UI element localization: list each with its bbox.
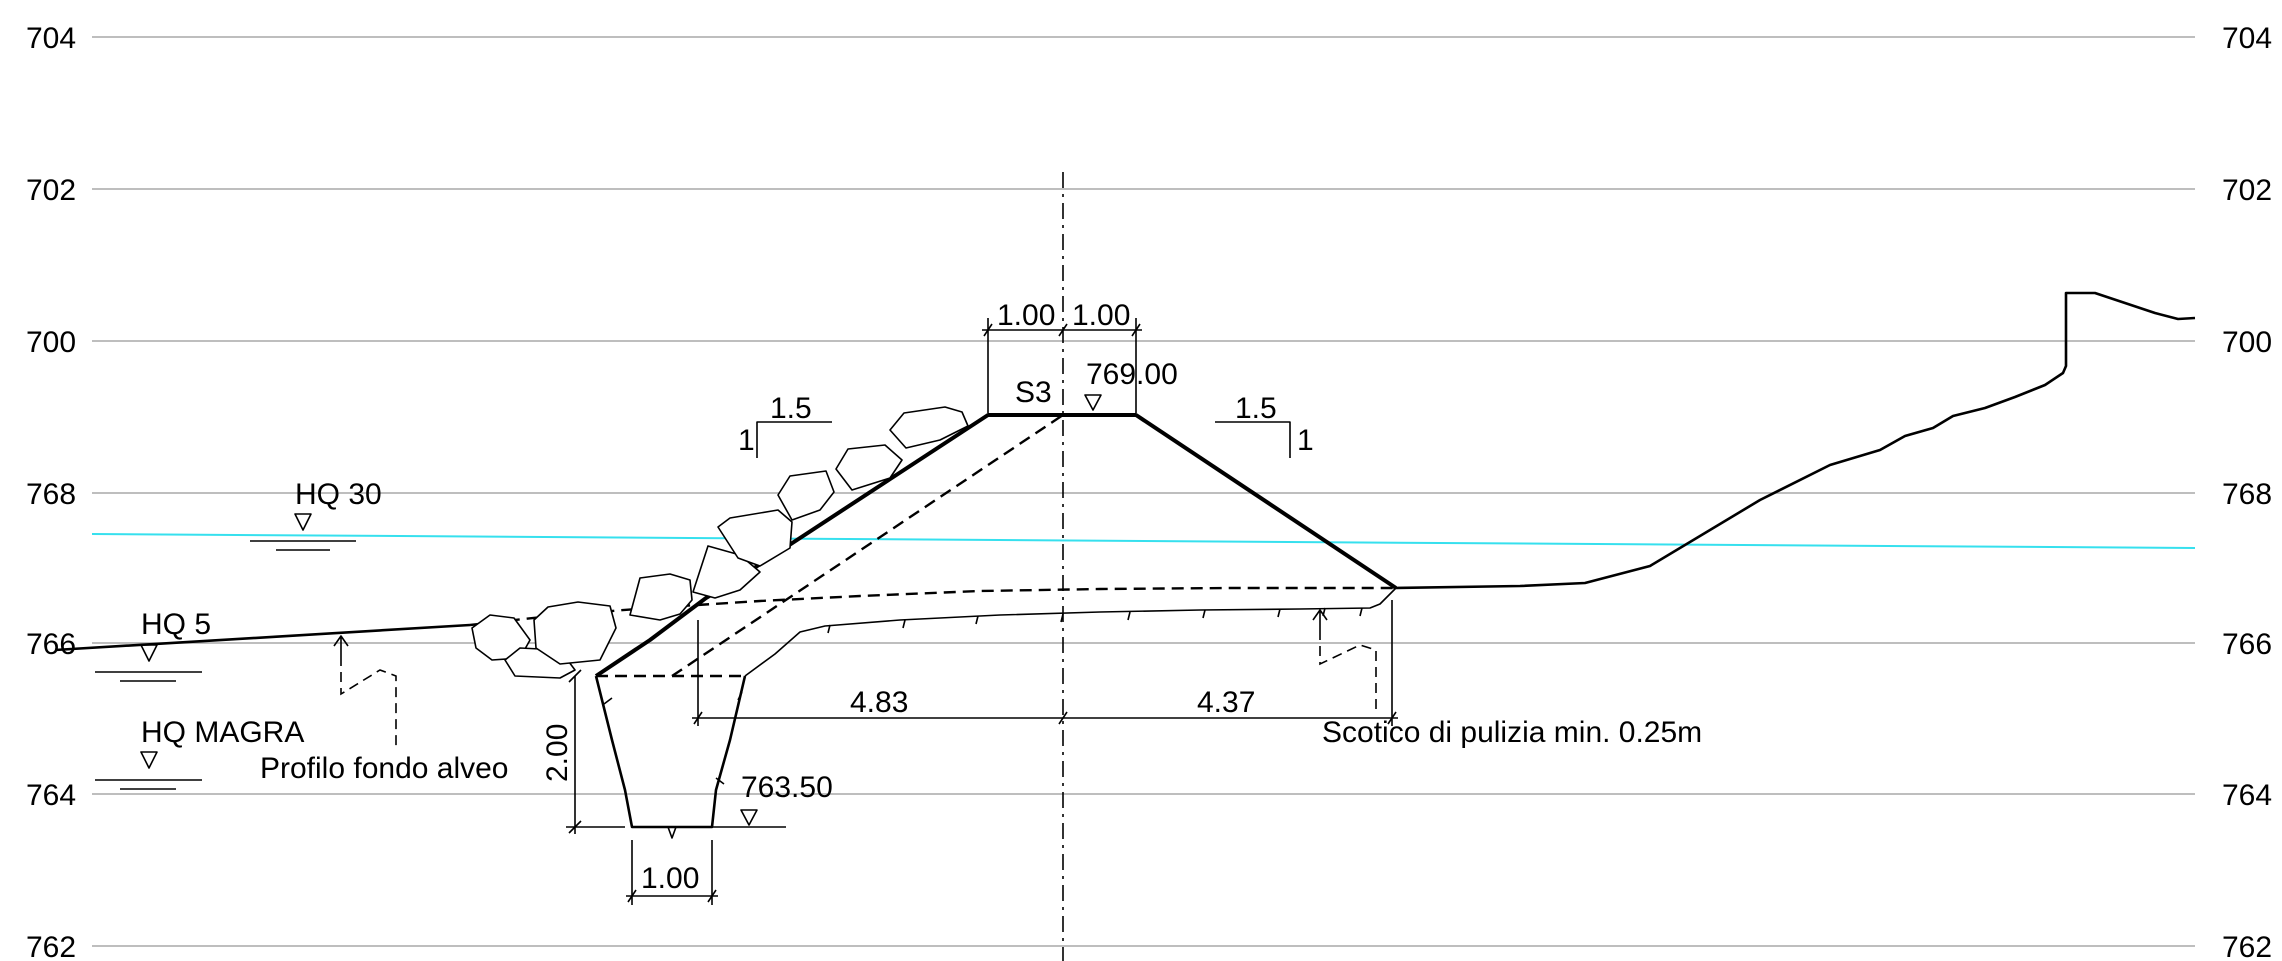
slope-ratio-left: 1.5 1 bbox=[738, 392, 832, 458]
stripping-base-line bbox=[744, 587, 1397, 677]
embankment-left-slope bbox=[594, 413, 990, 678]
base-width-dimension: 4.83 4.37 bbox=[692, 600, 1398, 726]
y-label-left: 700 bbox=[26, 326, 76, 359]
toe-trench-outline bbox=[594, 675, 747, 829]
trench-depth-label: 2.00 bbox=[541, 724, 574, 782]
leader-arrow-icon bbox=[1312, 609, 1328, 630]
y-label-right: 702 bbox=[2222, 174, 2272, 207]
y-label-left: 702 bbox=[26, 174, 76, 207]
crest-level-marker: S3 769.00 bbox=[1015, 358, 1178, 411]
stripping-ticks bbox=[827, 607, 1363, 634]
y-label-left: 762 bbox=[26, 931, 76, 961]
hq5-triangle-icon bbox=[140, 644, 158, 662]
y-label-right: 764 bbox=[2222, 779, 2272, 812]
crest-width-dimension: 1.00 1.00 bbox=[982, 299, 1142, 415]
rock bbox=[629, 573, 693, 621]
hq-magra-marker: HQ MAGRA bbox=[95, 716, 304, 790]
rock bbox=[777, 470, 835, 521]
crest-level-label: 769.00 bbox=[1086, 358, 1178, 391]
y-label-right: 766 bbox=[2222, 628, 2272, 661]
slope-ratio-right: 1.5 1 bbox=[1215, 392, 1314, 458]
hq30-triangle-icon bbox=[294, 513, 312, 531]
y-label-right: 700 bbox=[2222, 326, 2272, 359]
slope-left-horizontal: 1.5 bbox=[770, 392, 812, 425]
slope-right-horizontal: 1.5 bbox=[1235, 392, 1277, 425]
slope-left-vertical: 1 bbox=[738, 424, 755, 457]
hq30-marker: HQ 30 bbox=[250, 478, 382, 551]
elevation-grid bbox=[92, 36, 2195, 947]
rock bbox=[533, 601, 617, 665]
elevation-labels-left: 704 702 700 768 766 764 762 bbox=[26, 22, 76, 961]
base-left-label: 4.83 bbox=[850, 686, 908, 719]
leader-arrow-icon bbox=[333, 635, 349, 656]
y-label-left: 768 bbox=[26, 478, 76, 511]
y-label-left: 766 bbox=[26, 628, 76, 661]
trench-level-marker: 763.50 bbox=[712, 771, 833, 828]
trench-width-dimension: 1.00 bbox=[626, 840, 718, 905]
y-label-right: 768 bbox=[2222, 478, 2272, 511]
embankment-right-slope bbox=[1134, 413, 1398, 590]
crest-level-triangle-icon bbox=[1084, 394, 1102, 411]
hq30-label: HQ 30 bbox=[295, 478, 382, 511]
toe-trench-jags bbox=[603, 691, 743, 839]
trench-level-label: 763.50 bbox=[741, 771, 833, 804]
rock bbox=[717, 509, 793, 567]
base-right-label: 4.37 bbox=[1197, 686, 1255, 719]
y-label-left: 764 bbox=[26, 779, 76, 812]
hq-magra-label: HQ MAGRA bbox=[141, 716, 304, 749]
rock bbox=[889, 406, 969, 449]
section-label: S3 bbox=[1015, 376, 1052, 409]
trench-depth-dimension: 2.00 bbox=[541, 669, 625, 834]
hq30-water-line bbox=[91, 533, 2196, 549]
riverbed-profile-label: Profilo fondo alveo bbox=[260, 752, 509, 785]
ground-profile-left bbox=[54, 623, 471, 652]
hq5-label: HQ 5 bbox=[141, 608, 211, 641]
y-label-right: 704 bbox=[2222, 22, 2272, 55]
y-label-right: 762 bbox=[2222, 931, 2272, 961]
trench-level-triangle-icon bbox=[740, 809, 758, 826]
stripping-label: Scotico di pulizia min. 0.25m bbox=[1322, 716, 1702, 749]
crest-width-right-label: 1.00 bbox=[1072, 299, 1130, 332]
riprap-rocks bbox=[471, 406, 969, 679]
rock bbox=[835, 444, 903, 491]
stripping-callout: Scotico di pulizia min. 0.25m bbox=[1312, 609, 1702, 749]
hq-magra-triangle-icon bbox=[140, 751, 158, 769]
ground-profile-right bbox=[1395, 291, 2196, 590]
hq5-marker: HQ 5 bbox=[95, 608, 211, 682]
y-label-left: 704 bbox=[26, 22, 76, 55]
riverbed-profile-callout: Profilo fondo alveo bbox=[260, 635, 509, 785]
slope-right-vertical: 1 bbox=[1297, 424, 1314, 457]
elevation-labels-right: 704 702 700 768 766 764 762 bbox=[2222, 22, 2272, 961]
crest-width-left-label: 1.00 bbox=[997, 299, 1055, 332]
trench-width-label: 1.00 bbox=[641, 862, 699, 895]
core-boundary-dashed bbox=[671, 414, 1064, 677]
